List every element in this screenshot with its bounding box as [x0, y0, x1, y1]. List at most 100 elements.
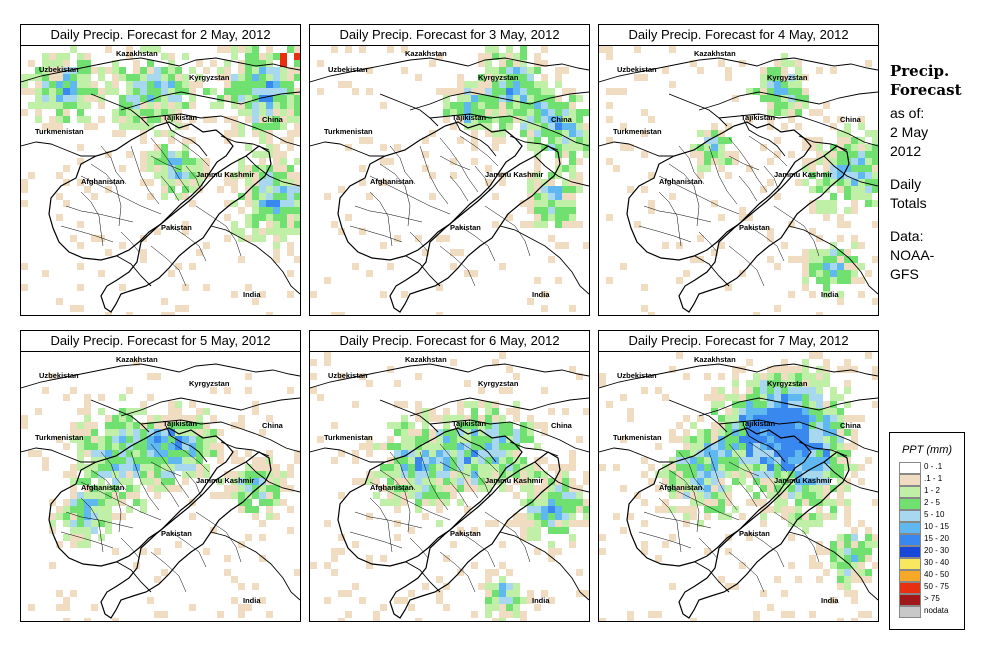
precip-cell [154, 422, 161, 429]
precip-cell [606, 88, 613, 95]
precip-cell [294, 228, 300, 235]
precip-cell [21, 179, 28, 186]
precip-cell [795, 109, 802, 116]
precip-cell [583, 499, 589, 506]
precip-cell [217, 611, 224, 618]
precip-cell [140, 109, 147, 116]
legend-item: 5 - 10 [890, 509, 964, 522]
precip-cell [718, 450, 725, 457]
precip-cell [823, 464, 830, 471]
precip-cell [697, 436, 704, 443]
precip-cell [147, 394, 154, 401]
precip-cell [77, 429, 84, 436]
precip-cell [548, 200, 555, 207]
precip-cell [767, 228, 774, 235]
precip-cell [49, 562, 56, 569]
precip-cell [70, 305, 77, 312]
precip-cell [858, 172, 865, 179]
precip-cell [788, 151, 795, 158]
map-label-tajikistan: Tajikistan [163, 419, 197, 428]
border-line [509, 135, 559, 151]
precip-cell [809, 270, 816, 277]
precip-cell [259, 137, 266, 144]
precip-cell [294, 214, 300, 221]
precip-cell [245, 485, 252, 492]
precip-cell [732, 464, 739, 471]
precip-cell [436, 576, 443, 583]
precip-cell [513, 464, 520, 471]
precip-cell [527, 67, 534, 74]
precip-cell [147, 179, 154, 186]
precip-cell [858, 263, 865, 270]
precip-cell [359, 373, 366, 380]
precip-cell [858, 555, 865, 562]
precip-cell [485, 415, 492, 422]
precip-cell [63, 116, 70, 123]
precip-cell [774, 506, 781, 513]
precip-cell [809, 207, 816, 214]
precip-cell [732, 429, 739, 436]
precip-cell [830, 172, 837, 179]
province-border [728, 551, 765, 593]
precip-cell [126, 436, 133, 443]
precip-cell [464, 485, 471, 492]
precip-cell [576, 186, 583, 193]
precip-cell [704, 548, 711, 555]
precip-cell [704, 394, 711, 401]
precip-cell [809, 520, 816, 527]
precip-cell [464, 102, 471, 109]
precip-cell [77, 263, 84, 270]
precip-cell [119, 165, 126, 172]
precip-cell [562, 186, 569, 193]
precip-cell [599, 46, 606, 53]
precip-cell [746, 88, 753, 95]
map-label-turkmenistan: Turkmenistan [324, 433, 373, 442]
precip-cell [84, 394, 91, 401]
precip-cell [273, 165, 280, 172]
precip-cell [345, 81, 352, 88]
province-border [349, 531, 403, 549]
precip-cell [154, 46, 161, 53]
precip-cell [450, 359, 457, 366]
precip-cell [669, 193, 676, 200]
precip-cell [548, 137, 555, 144]
precip-cell [697, 144, 704, 151]
precip-cell [683, 485, 690, 492]
precip-cell [450, 464, 457, 471]
precip-cell [119, 116, 126, 123]
precip-cell [520, 457, 527, 464]
precip-cell [338, 186, 345, 193]
precip-cell [140, 464, 147, 471]
precip-cell [119, 67, 126, 74]
precip-cell [774, 576, 781, 583]
precip-cell [415, 373, 422, 380]
precip-cell [548, 109, 555, 116]
precip-cell [450, 478, 457, 485]
precip-cell [245, 46, 252, 53]
precip-cell [506, 123, 513, 130]
precip-cell [408, 450, 415, 457]
province-border [379, 469, 411, 533]
precip-cell [56, 109, 63, 116]
precip-cell [506, 81, 513, 88]
province-border [150, 443, 190, 499]
precip-cell [844, 221, 851, 228]
precip-cell [189, 499, 196, 506]
precip-cell [189, 415, 196, 422]
precip-cell [182, 165, 189, 172]
precip-cell [569, 492, 576, 499]
precip-cell [189, 88, 196, 95]
precip-cell [112, 130, 119, 137]
precip-cell [485, 46, 492, 53]
precip-cell [380, 604, 387, 611]
border-line [409, 397, 589, 417]
precip-cell [555, 506, 562, 513]
precip-cell [711, 249, 718, 256]
precip-cell [711, 464, 718, 471]
precip-cell [443, 555, 450, 562]
precip-cell [795, 443, 802, 450]
precip-cell [147, 46, 154, 53]
precip-cell [408, 436, 415, 443]
precip-cell [725, 137, 732, 144]
precip-cell [77, 422, 84, 429]
